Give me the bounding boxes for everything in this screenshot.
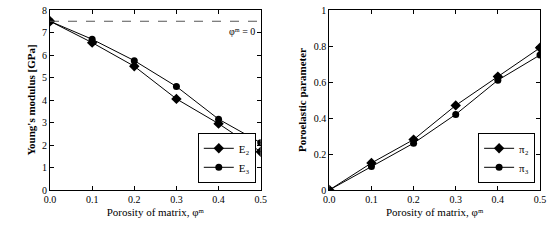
svg-text:0.4: 0.4: [314, 113, 327, 124]
svg-text:Porosity of matrix, φᵐ: Porosity of matrix, φᵐ: [386, 206, 484, 218]
svg-text:π₃: π₃: [519, 162, 529, 174]
svg-text:1: 1: [42, 162, 47, 173]
svg-text:3: 3: [42, 117, 47, 128]
svg-text:6: 6: [42, 50, 47, 61]
svg-text:E₂: E₂: [239, 143, 250, 155]
svg-text:0.4: 0.4: [492, 194, 505, 205]
svg-text:E₃: E₃: [239, 162, 250, 174]
svg-text:Porosity of matrix, φᵐ: Porosity of matrix, φᵐ: [107, 206, 205, 218]
svg-text:0.3: 0.3: [449, 194, 462, 205]
svg-text:π₂: π₂: [519, 143, 529, 155]
svg-text:7: 7: [42, 27, 47, 38]
svg-text:4: 4: [42, 95, 47, 106]
svg-text:0.2: 0.2: [314, 149, 327, 160]
svg-text:0.2: 0.2: [128, 194, 141, 205]
svg-text:0.1: 0.1: [86, 194, 99, 205]
svg-text:0.4: 0.4: [212, 194, 225, 205]
svg-text:0.3: 0.3: [170, 194, 183, 205]
svg-text:5: 5: [42, 72, 47, 83]
svg-text:0.0: 0.0: [44, 194, 57, 205]
svg-text:1: 1: [321, 5, 326, 16]
svg-text:Poroelastic parameter: Poroelastic parameter: [296, 48, 308, 152]
svg-text:0.5: 0.5: [534, 194, 547, 205]
svg-text:φᵐ = 0: φᵐ = 0: [229, 26, 255, 37]
svg-text:0: 0: [42, 185, 47, 196]
svg-text:0.1: 0.1: [365, 194, 378, 205]
svg-text:0.6: 0.6: [314, 77, 327, 88]
svg-text:0.5: 0.5: [254, 194, 267, 205]
svg-text:8: 8: [42, 5, 47, 16]
svg-text:2: 2: [42, 140, 47, 151]
svg-text:0: 0: [321, 185, 326, 196]
svg-text:0.8: 0.8: [314, 41, 327, 52]
svg-text:0.2: 0.2: [407, 194, 420, 205]
svg-text:Young's modulus [GPa]: Young's modulus [GPa]: [25, 44, 37, 155]
svg-text:0.0: 0.0: [323, 194, 336, 205]
